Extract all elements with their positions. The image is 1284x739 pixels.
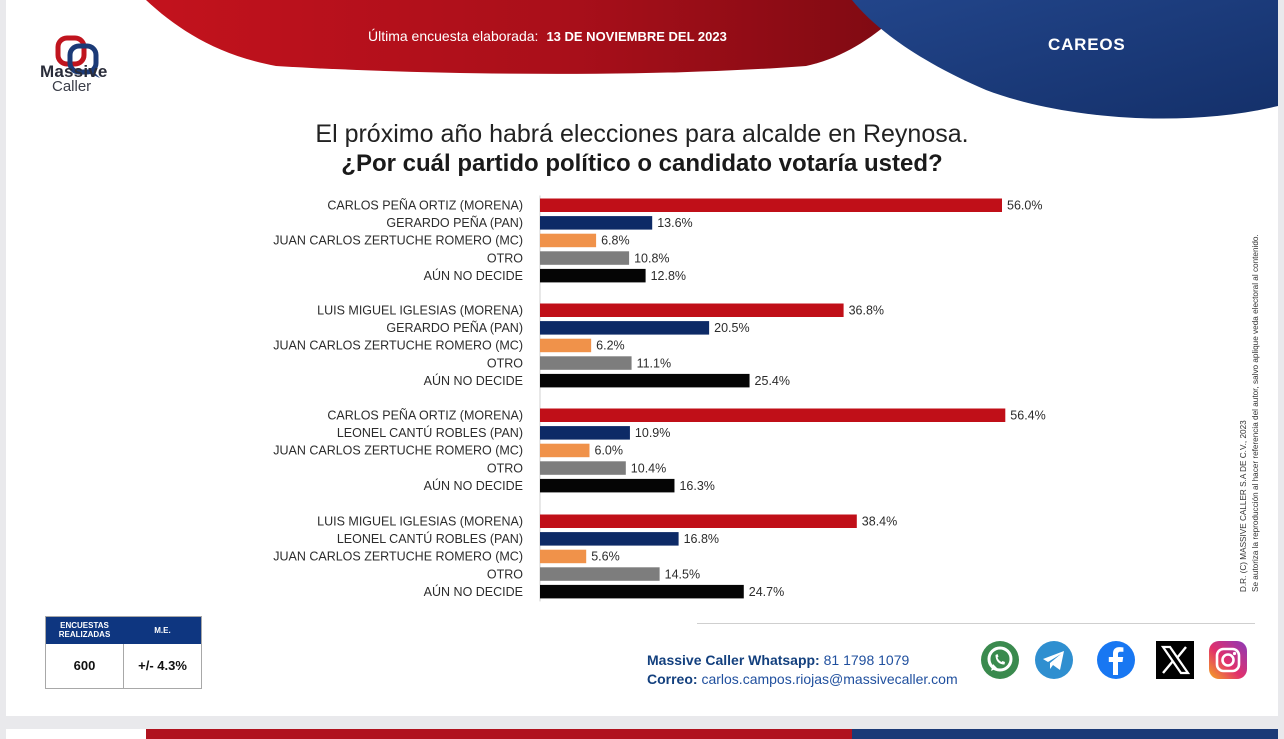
data-label-g2-otro: 11.1% — [637, 356, 672, 370]
bar-label-g2-morena: LUIS MIGUEL IGLESIAS (MORENA) — [317, 304, 523, 318]
data-label-g1-mc: 6.8% — [601, 234, 630, 248]
bar-label-g4-no_decide: AÚN NO DECIDE — [424, 584, 523, 599]
whatsapp-label: Massive Caller Whatsapp: — [647, 652, 820, 668]
data-label-g1-otro: 10.8% — [634, 251, 669, 265]
data-label-g3-morena: 56.4% — [1010, 409, 1045, 423]
footer-divider — [697, 623, 1255, 624]
bar-g4-pan — [540, 532, 679, 546]
data-label-g1-no_decide: 12.8% — [651, 269, 686, 283]
data-label-g4-morena: 38.4% — [862, 515, 897, 529]
whatsapp-icon[interactable] — [980, 640, 1020, 680]
margin-error-value: +/- 4.3% — [138, 658, 187, 673]
bar-g3-no_decide — [540, 478, 675, 493]
bar-label-g1-morena: CARLOS PEÑA ORTIZ (MORENA) — [327, 199, 523, 213]
bar-label-g3-no_decide: AÚN NO DECIDE — [424, 478, 523, 493]
bar-label-g3-morena: CARLOS PEÑA ORTIZ (MORENA) — [327, 409, 523, 423]
data-label-g3-no_decide: 16.3% — [679, 479, 714, 493]
bar-label-g4-otro: OTRO — [487, 567, 523, 581]
bar-g4-no_decide — [540, 584, 744, 599]
bar-g4-mc — [540, 549, 587, 564]
x-icon[interactable] — [1155, 640, 1195, 680]
bar-label-g3-mc: JUAN CARLOS ZERTUCHE ROMERO (MC) — [273, 444, 523, 458]
contact-info: Massive Caller Whatsapp: 81 1798 1079 Co… — [647, 651, 958, 689]
bar-g1-morena — [540, 198, 1002, 212]
disclaimer-line-1: D.R. (C) MASSIVE CALLER S.A DE C.V., 202… — [1239, 420, 1248, 592]
bar-label-g3-pan: LEONEL CANTÚ ROBLES (PAN) — [337, 425, 523, 440]
data-label-g1-morena: 56.0% — [1007, 199, 1042, 213]
disclaimer-line-2: Se autoriza la reproducción al hacer ref… — [1251, 234, 1260, 592]
bar-g2-pan — [540, 321, 710, 335]
bar-label-g2-no_decide: AÚN NO DECIDE — [424, 373, 523, 388]
bar-g2-otro — [540, 356, 632, 370]
bar-g2-mc — [540, 338, 592, 353]
survey-date-value: 13 DE NOVIEMBRE DEL 2023 — [546, 29, 727, 44]
email-label: Correo: — [647, 671, 698, 687]
stats-header-bar — [46, 617, 201, 644]
instagram-icon[interactable] — [1208, 640, 1248, 680]
bar-g1-pan — [540, 216, 653, 230]
data-label-g3-otro: 10.4% — [631, 461, 666, 475]
data-label-g1-pan: 13.6% — [657, 216, 692, 230]
stats-divider — [123, 644, 124, 688]
bar-g3-otro — [540, 461, 626, 475]
bar-label-g2-mc: JUAN CARLOS ZERTUCHE ROMERO (MC) — [273, 339, 523, 353]
telegram-icon[interactable] — [1034, 640, 1074, 680]
bar-label-g1-mc: JUAN CARLOS ZERTUCHE ROMERO (MC) — [273, 234, 523, 248]
bar-g3-pan — [540, 426, 630, 440]
survey-date-line: Última encuesta elaborada: 13 DE NOVIEMBR… — [368, 28, 727, 44]
bar-g2-no_decide — [540, 373, 750, 388]
email-contact: Correo: carlos.campos.riojas@massivecall… — [647, 670, 958, 689]
margin-error-header: M.E. — [154, 626, 171, 635]
bar-label-g2-otro: OTRO — [487, 356, 523, 370]
bar-g4-morena — [540, 514, 857, 528]
bar-label-g1-no_decide: AÚN NO DECIDE — [424, 268, 523, 283]
brand-name: Massive — [40, 62, 108, 81]
data-label-g4-pan: 16.8% — [684, 532, 719, 546]
massive-caller-logo-icon — [55, 35, 100, 78]
data-label-g2-no_decide: 25.4% — [755, 374, 790, 388]
navy-banner-shape — [852, 0, 1278, 119]
data-label-g3-pan: 10.9% — [635, 426, 670, 440]
bar-g2-morena — [540, 303, 844, 317]
stats-table: ENCUESTAS REALIZADAS M.E. 600 +/- 4.3% — [45, 616, 202, 689]
data-label-g4-no_decide: 24.7% — [749, 585, 784, 599]
bar-g4-otro — [540, 567, 660, 581]
data-label-g2-morena: 36.8% — [849, 304, 884, 318]
email-link[interactable]: carlos.campos.riojas@massivecaller.com — [701, 671, 958, 687]
data-label-g4-otro: 14.5% — [665, 567, 700, 581]
bar-g3-mc — [540, 443, 590, 458]
red-banner-shape — [146, 0, 911, 74]
bar-label-g4-morena: LUIS MIGUEL IGLESIAS (MORENA) — [317, 515, 523, 529]
data-label-g2-pan: 20.5% — [714, 321, 749, 335]
survey-date-label: Última encuesta elaborada: — [368, 28, 539, 44]
data-label-g4-mc: 5.6% — [591, 550, 620, 564]
section-title: CAREOS — [1048, 35, 1126, 54]
bar-g1-no_decide — [540, 268, 646, 283]
facebook-icon[interactable] — [1096, 640, 1136, 680]
question-line-1: El próximo año habrá elecciones para alc… — [315, 120, 969, 148]
bar-label-g1-otro: OTRO — [487, 251, 523, 265]
bar-g1-mc — [540, 233, 597, 248]
bar-label-g3-otro: OTRO — [487, 461, 523, 475]
whatsapp-contact: Massive Caller Whatsapp: 81 1798 1079 — [647, 651, 958, 670]
bar-label-g1-pan: GERARDO PEÑA (PAN) — [386, 216, 523, 230]
bar-label-g4-mc: JUAN CARLOS ZERTUCHE ROMERO (MC) — [273, 550, 523, 564]
data-label-g3-mc: 6.0% — [595, 444, 624, 458]
bar-label-g2-pan: GERARDO PEÑA (PAN) — [386, 321, 523, 335]
surveys-value: 600 — [73, 658, 96, 673]
brand-name-sub: Caller — [52, 78, 92, 95]
data-label-g2-mc: 6.2% — [596, 339, 625, 353]
bar-g3-morena — [540, 408, 1006, 422]
surveys-header: ENCUESTAS REALIZADAS — [58, 621, 111, 639]
bar-label-g4-pan: LEONEL CANTÚ ROBLES (PAN) — [337, 531, 523, 546]
copyright-disclaimer: D.R. (C) MASSIVE CALLER S.A DE C.V., 202… — [1238, 147, 1262, 592]
bar-g1-otro — [540, 251, 630, 265]
header-decoration — [146, 0, 1278, 119]
question-line-2: ¿Por cuál partido político o candidato v… — [341, 150, 943, 177]
whatsapp-number[interactable]: 81 1798 1079 — [823, 652, 910, 668]
